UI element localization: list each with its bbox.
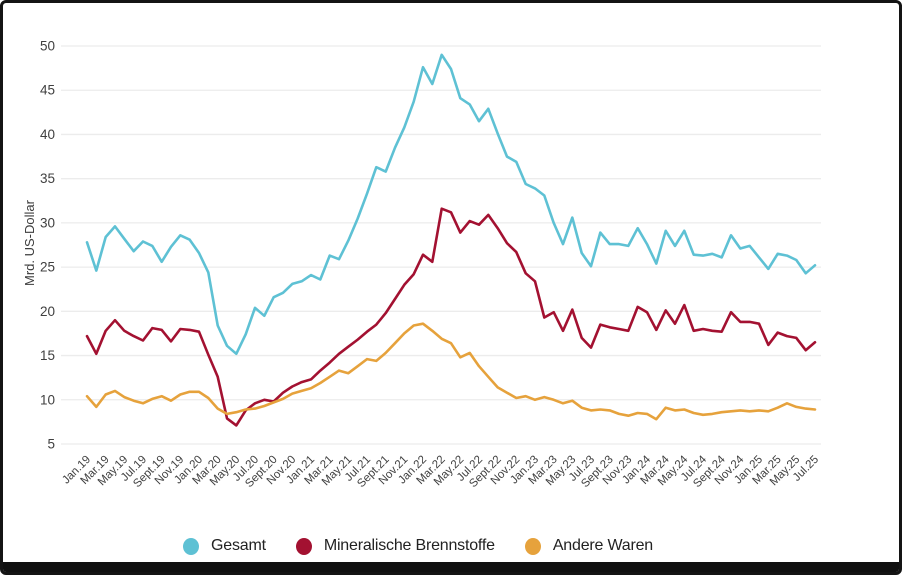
y-axis-tick-labels: 50 45 40 35 30 25 20 15 10 5 xyxy=(40,39,55,452)
y-tick-label: 45 xyxy=(40,83,55,98)
series-lines xyxy=(85,53,817,427)
y-tick-label: 20 xyxy=(40,304,55,319)
chart-legend: Gesamt Mineralische Brennstoffe Andere W… xyxy=(3,527,833,565)
y-tick-label: 30 xyxy=(40,215,55,230)
legend-item-mineralische-brennstoffe[interactable]: Mineralische Brennstoffe xyxy=(295,537,495,555)
x-axis-tick-labels: Jan.19Mar.19May.19Jul.19Sept.19Nov.19Jan… xyxy=(60,453,821,490)
chart-canvas: 50 45 40 35 30 25 20 15 10 5 Mrd. US-Dollar Jan.1… xyxy=(22,39,821,491)
legend-label: Gesamt xyxy=(211,537,266,554)
series-line-mineralische-brennstoffe xyxy=(85,207,817,427)
y-tick-label: 40 xyxy=(40,127,55,142)
y-tick-label: 25 xyxy=(40,260,55,275)
y-tick-label: 35 xyxy=(40,171,55,186)
y-tick-label: 50 xyxy=(40,39,55,54)
legend-dot-andere-waren-icon xyxy=(524,537,541,555)
y-tick-label: 5 xyxy=(47,437,55,452)
legend-label: Mineralische Brennstoffe xyxy=(323,537,495,554)
series-line-gesamt xyxy=(85,53,817,356)
series-line-andere-waren xyxy=(85,322,817,421)
legend-item-gesamt[interactable]: Gesamt xyxy=(183,537,266,555)
y-tick-label: 15 xyxy=(40,348,55,363)
legend-dot-mineralische-brennstoffe-icon xyxy=(295,537,312,555)
legend-label: Andere Waren xyxy=(552,537,653,554)
bottom-bar xyxy=(3,562,899,572)
y-axis-title: Mrd. US-Dollar xyxy=(22,199,37,286)
gridlines xyxy=(61,45,821,445)
y-tick-label: 10 xyxy=(40,392,55,407)
legend-item-andere-waren[interactable]: Andere Waren xyxy=(524,537,653,555)
legend-dot-gesamt-icon xyxy=(183,537,199,555)
